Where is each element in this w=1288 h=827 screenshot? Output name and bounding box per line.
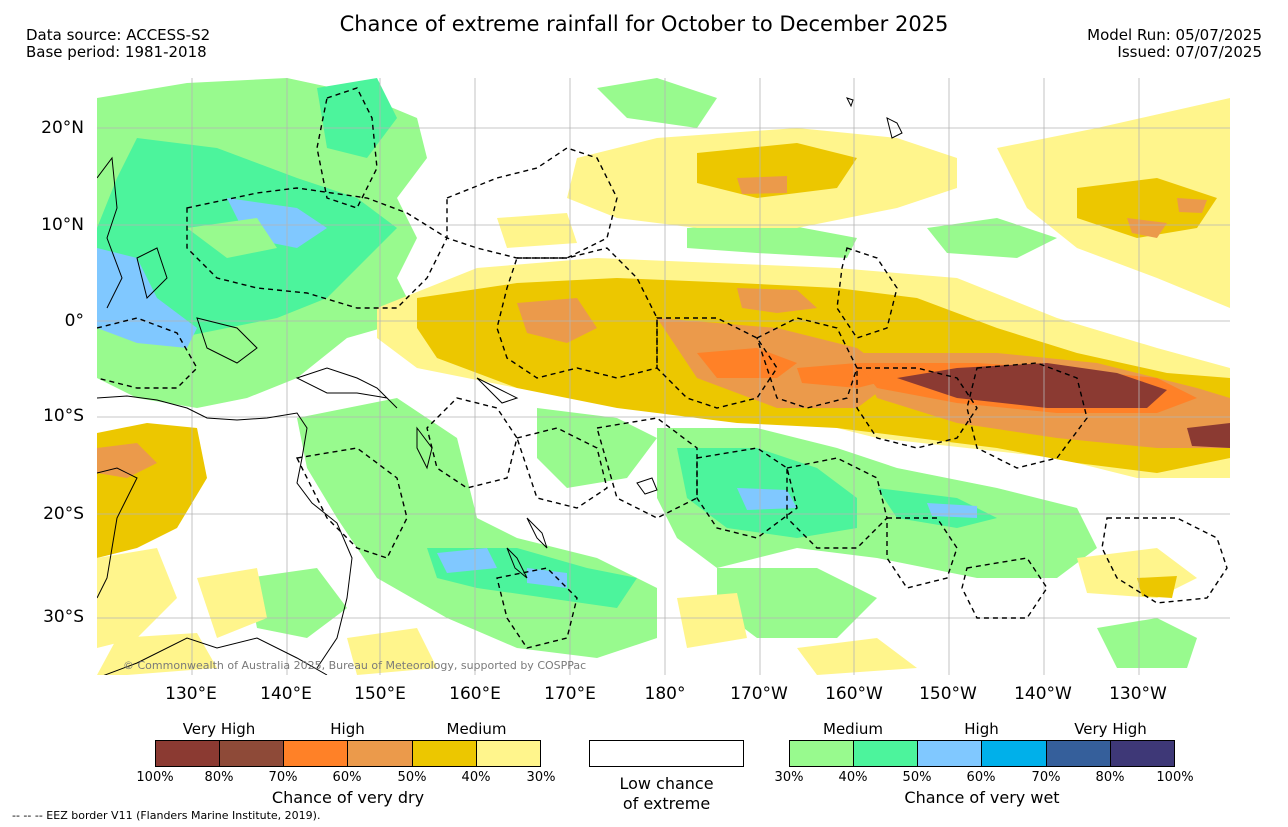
lon-tick-label: 130°W (1109, 684, 1167, 704)
wet-region-layer (97, 78, 1197, 668)
lat-tick-label: 20°S (43, 504, 84, 524)
lon-tick-label: 130°E (165, 684, 217, 704)
lon-tick-label: 140°E (260, 684, 312, 704)
wet-legend-caption: Chance of very wet (904, 788, 1060, 807)
wet-tick-label: 80% (1095, 770, 1125, 785)
data-source-info: Data source: ACCESS-S2 Base period: 1981… (26, 27, 210, 61)
low-chance-caption-line: Low chance (619, 774, 714, 793)
data-source-line: Data source: ACCESS-S2 (26, 26, 211, 44)
lon-tick-label: 150°E (354, 684, 406, 704)
low-chance-caption: Low chance of extreme (589, 774, 744, 814)
copyright-notice: © Commonwealth of Australia 2025, Bureau… (123, 659, 587, 672)
dry-swatch (283, 740, 348, 767)
wet-tick-label: 60% (966, 770, 996, 785)
lon-tick-label: 140°W (1014, 684, 1072, 704)
wet-tick-label: 50% (902, 770, 932, 785)
dry-tick-label: 50% (397, 770, 427, 785)
dry-category-label: Medium (446, 720, 507, 738)
wet-swatch (1110, 740, 1175, 767)
low-chance-caption-line: of extreme (622, 794, 711, 813)
model-run-info: Model Run: 05/07/2025 Issued: 07/07/2025 (1087, 27, 1262, 61)
rainfall-map (97, 78, 1230, 675)
lat-tick-label: 20°N (41, 118, 84, 138)
wet-swatch (789, 740, 854, 767)
lat-tick-label: 0° (64, 311, 84, 331)
coastlines (97, 97, 903, 675)
dry-swatch (412, 740, 477, 767)
dry-tick-label: 30% (526, 770, 556, 785)
dry-tick-label: 40% (461, 770, 491, 785)
lon-tick-label: 170°E (544, 684, 596, 704)
wet-category-label: Very High (1074, 720, 1147, 738)
wet-tick-label: 100% (1156, 770, 1194, 785)
dry-tick-label: 70% (268, 770, 298, 785)
lon-tick-label: 150°W (919, 684, 977, 704)
wet-swatch (853, 740, 918, 767)
dry-legend-caption: Chance of very dry (271, 788, 425, 807)
dry-region-layer (97, 98, 1230, 675)
wet-category-label: Medium (823, 720, 883, 738)
eez-borders (97, 87, 1228, 649)
wet-tick-label: 70% (1031, 770, 1061, 785)
lon-tick-label: 180° (644, 684, 686, 704)
dry-swatch (219, 740, 284, 767)
low-chance-swatch (589, 740, 744, 767)
wet-swatch (917, 740, 982, 767)
dry-swatch (347, 740, 413, 767)
dry-category-label: High (330, 720, 365, 738)
wet-category-label: High (964, 720, 999, 738)
dry-swatch (155, 740, 220, 767)
model-run-line: Model Run: 05/07/2025 (1087, 26, 1262, 44)
eez-footnote: -- -- -- EEZ border V11 (Flanders Marine… (12, 809, 321, 822)
lat-tick-label: 10°N (41, 215, 84, 235)
dry-tick-label: 80% (204, 770, 234, 785)
lon-tick-label: 170°W (730, 684, 788, 704)
dry-category-label: Very High (182, 720, 256, 738)
wet-tick-label: 30% (774, 770, 804, 785)
lon-tick-label: 160°W (825, 684, 883, 704)
dry-swatch (476, 740, 541, 767)
wet-tick-label: 40% (838, 770, 868, 785)
map-gridlines (97, 78, 1230, 675)
map-title: Chance of extreme rainfall for October t… (339, 12, 949, 36)
lon-tick-label: 160°E (449, 684, 501, 704)
issued-line: Issued: 07/07/2025 (1117, 43, 1262, 61)
base-period-line: Base period: 1981-2018 (26, 43, 207, 61)
wet-swatch (1046, 740, 1111, 767)
wet-swatch (981, 740, 1047, 767)
dry-tick-label: 100% (136, 770, 174, 785)
lat-tick-label: 30°S (43, 607, 84, 627)
lat-tick-label: 10°S (43, 406, 84, 426)
dry-tick-label: 60% (332, 770, 362, 785)
